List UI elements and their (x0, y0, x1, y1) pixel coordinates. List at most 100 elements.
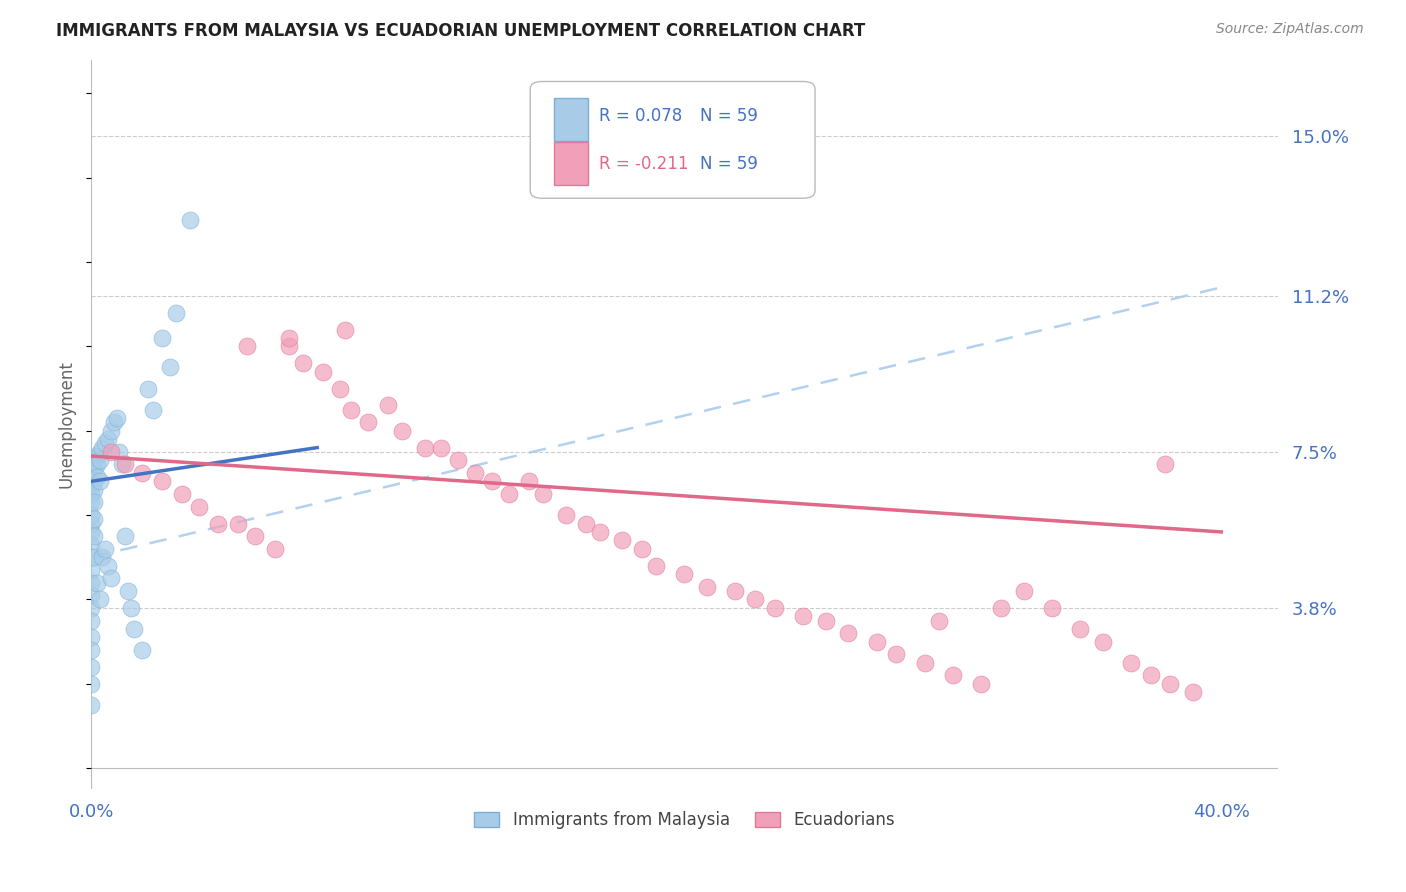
Point (80, 631, 103, 645)
Point (340, 402, 363, 417)
Point (94, 541, 117, 556)
Point (105, 411, 128, 425)
Point (80, 563, 103, 577)
Point (612, 533, 634, 548)
Point (498, 487, 520, 501)
Text: IMMIGRANTS FROM MALAYSIA VS ECUADORIAN UNEMPLOYMENT CORRELATION CHART: IMMIGRANTS FROM MALAYSIA VS ECUADORIAN U… (56, 22, 866, 40)
Point (114, 458, 136, 472)
Point (80, 677, 103, 691)
Point (83, 453, 105, 467)
Point (170, 487, 193, 501)
Point (312, 365, 335, 379)
Point (914, 656, 936, 670)
Point (80, 470, 103, 484)
Point (1069, 622, 1091, 636)
Y-axis label: Unemployment: Unemployment (58, 360, 75, 488)
Point (377, 399, 399, 413)
Point (97, 558, 120, 573)
Point (159, 360, 181, 375)
Point (187, 500, 209, 514)
Point (94, 436, 117, 450)
Text: R = -0.211: R = -0.211 (599, 154, 689, 173)
Point (243, 529, 266, 543)
Point (80, 516, 103, 531)
Point (80, 538, 103, 552)
Point (97, 432, 120, 446)
Point (80, 614, 103, 628)
Point (277, 339, 299, 353)
Point (100, 445, 122, 459)
Point (86, 458, 108, 472)
Point (91, 550, 114, 565)
Point (1040, 600, 1063, 615)
FancyBboxPatch shape (530, 81, 815, 198)
Point (80, 588, 103, 602)
Point (103, 415, 125, 429)
Point (1159, 677, 1181, 691)
Point (136, 382, 159, 396)
Point (990, 600, 1012, 615)
Point (574, 516, 596, 531)
Point (292, 356, 315, 370)
Point (80, 508, 103, 522)
Point (589, 524, 612, 539)
Point (83, 529, 105, 543)
Point (100, 424, 122, 438)
Point (430, 441, 453, 455)
Point (86, 449, 108, 463)
Point (117, 584, 139, 599)
Point (631, 541, 654, 556)
Point (80, 660, 103, 674)
Point (645, 558, 668, 573)
Text: N = 59: N = 59 (700, 107, 758, 125)
Point (928, 614, 950, 628)
Point (91, 441, 114, 455)
Point (1012, 584, 1035, 599)
Point (114, 529, 136, 543)
Point (89, 475, 111, 489)
Point (89, 453, 111, 467)
Point (142, 402, 165, 417)
Point (696, 580, 718, 594)
Point (1139, 668, 1161, 682)
Point (942, 668, 965, 682)
Legend: Immigrants from Malaysia, Ecuadorians: Immigrants from Malaysia, Ecuadorians (468, 805, 901, 836)
Point (1153, 458, 1175, 472)
Text: Source: ZipAtlas.com: Source: ZipAtlas.com (1216, 22, 1364, 37)
Point (80, 487, 103, 501)
Point (80, 458, 103, 472)
Point (83, 461, 105, 475)
Point (235, 339, 257, 353)
Point (673, 567, 696, 582)
Point (886, 647, 908, 661)
Point (80, 524, 103, 539)
Point (517, 475, 540, 489)
Point (744, 592, 766, 607)
Point (83, 475, 105, 489)
Point (814, 614, 837, 628)
Point (481, 475, 503, 489)
Point (1119, 656, 1142, 670)
Point (837, 626, 859, 640)
Point (413, 441, 436, 455)
Point (80, 643, 103, 657)
Point (1182, 685, 1205, 699)
Point (131, 466, 153, 480)
Point (83, 550, 105, 565)
Point (357, 415, 380, 429)
Point (1091, 634, 1114, 648)
Point (150, 475, 173, 489)
Point (86, 575, 108, 590)
Point (83, 495, 105, 509)
FancyBboxPatch shape (554, 98, 588, 141)
Point (108, 445, 131, 459)
Point (865, 634, 887, 648)
Point (89, 445, 111, 459)
Point (80, 575, 103, 590)
Point (89, 592, 111, 607)
Point (80, 600, 103, 615)
Point (263, 541, 285, 556)
Point (165, 306, 187, 320)
Point (277, 331, 299, 345)
Point (554, 508, 576, 522)
